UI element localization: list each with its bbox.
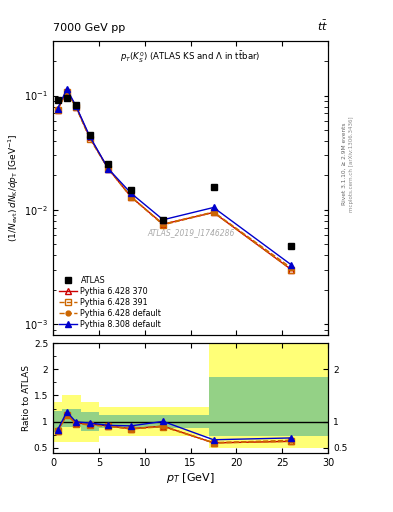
ATLAS	[87, 132, 92, 138]
ATLAS	[161, 217, 165, 223]
Text: 7000 GeV pp: 7000 GeV pp	[53, 23, 125, 33]
ATLAS	[106, 161, 110, 167]
Text: mcplots.cern.ch [arXiv:1306.3436]: mcplots.cern.ch [arXiv:1306.3436]	[349, 116, 354, 211]
Y-axis label: $(1/N_{\sf evt})\,dN_{\sf K}/dp_{\sf T}\;[{\sf GeV}^{-1}]$: $(1/N_{\sf evt})\,dN_{\sf K}/dp_{\sf T}\…	[7, 134, 22, 243]
Text: ATLAS_2019_I1746286: ATLAS_2019_I1746286	[147, 228, 234, 237]
Legend: ATLAS, Pythia 6.428 370, Pythia 6.428 391, Pythia 6.428 default, Pythia 8.308 de: ATLAS, Pythia 6.428 370, Pythia 6.428 39…	[57, 273, 164, 331]
Y-axis label: Ratio to ATLAS: Ratio to ATLAS	[22, 365, 31, 431]
ATLAS	[55, 97, 60, 103]
X-axis label: $p_T$ [GeV]: $p_T$ [GeV]	[166, 471, 215, 485]
Line: ATLAS: ATLAS	[55, 94, 295, 249]
ATLAS	[73, 102, 78, 109]
ATLAS	[64, 95, 69, 101]
ATLAS	[129, 187, 133, 193]
ATLAS	[289, 243, 294, 249]
Text: $t\bar{t}$: $t\bar{t}$	[317, 19, 328, 33]
Text: Rivet 3.1.10, ≥ 2.9M events: Rivet 3.1.10, ≥ 2.9M events	[342, 122, 347, 205]
ATLAS	[211, 183, 216, 189]
Text: $p_T(K^0_S)$ (ATLAS KS and $\Lambda$ in t$\bar{\rm t}$bar): $p_T(K^0_S)$ (ATLAS KS and $\Lambda$ in …	[120, 50, 261, 65]
